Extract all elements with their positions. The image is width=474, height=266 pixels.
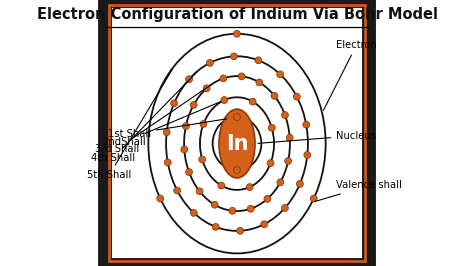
Ellipse shape (293, 93, 300, 100)
Ellipse shape (261, 221, 268, 228)
Text: 2ndShall: 2ndShall (102, 102, 221, 147)
Ellipse shape (238, 73, 245, 80)
Ellipse shape (285, 158, 292, 164)
Ellipse shape (237, 227, 244, 234)
Ellipse shape (171, 100, 178, 107)
Ellipse shape (282, 112, 288, 119)
Ellipse shape (247, 205, 254, 212)
Ellipse shape (211, 201, 218, 208)
Ellipse shape (303, 121, 310, 128)
Ellipse shape (220, 75, 227, 82)
Ellipse shape (286, 134, 293, 141)
Ellipse shape (218, 182, 225, 189)
Ellipse shape (310, 195, 317, 202)
Ellipse shape (196, 188, 203, 195)
Text: Nucleus: Nucleus (258, 131, 376, 143)
Ellipse shape (181, 146, 188, 153)
Text: Valence shall: Valence shall (315, 180, 402, 202)
Ellipse shape (174, 187, 181, 194)
Text: 5th Shall: 5th Shall (87, 68, 173, 180)
Ellipse shape (212, 223, 219, 230)
Ellipse shape (234, 167, 240, 173)
Text: 4th Shall: 4th Shall (91, 72, 197, 163)
Text: 1st Shall: 1st Shall (108, 119, 227, 139)
Ellipse shape (230, 53, 237, 60)
Ellipse shape (249, 98, 256, 105)
Ellipse shape (200, 120, 207, 127)
Ellipse shape (255, 57, 262, 64)
Ellipse shape (186, 169, 192, 176)
Ellipse shape (304, 152, 311, 159)
Ellipse shape (267, 160, 274, 167)
Ellipse shape (191, 209, 197, 216)
Ellipse shape (268, 124, 275, 131)
Ellipse shape (157, 195, 164, 202)
Ellipse shape (163, 129, 170, 136)
Ellipse shape (219, 109, 255, 178)
Text: 3rd Shall: 3rd Shall (95, 85, 210, 154)
Ellipse shape (256, 79, 263, 86)
Ellipse shape (221, 97, 228, 103)
Text: Electron Configuration of Indium Via Bohr Model: Electron Configuration of Indium Via Boh… (36, 7, 438, 22)
Ellipse shape (234, 114, 240, 120)
Ellipse shape (264, 196, 271, 202)
Ellipse shape (190, 101, 197, 108)
Ellipse shape (296, 180, 303, 187)
Text: Electron: Electron (323, 40, 377, 110)
Text: In: In (226, 134, 248, 153)
Ellipse shape (234, 30, 240, 37)
Ellipse shape (186, 76, 192, 83)
Ellipse shape (282, 205, 288, 211)
Ellipse shape (246, 184, 253, 190)
Ellipse shape (229, 207, 236, 214)
Ellipse shape (199, 156, 206, 163)
Ellipse shape (271, 92, 278, 99)
Ellipse shape (182, 123, 189, 130)
Ellipse shape (203, 85, 210, 92)
Ellipse shape (277, 71, 283, 78)
Ellipse shape (164, 159, 171, 166)
Ellipse shape (277, 179, 284, 186)
Ellipse shape (206, 60, 213, 66)
